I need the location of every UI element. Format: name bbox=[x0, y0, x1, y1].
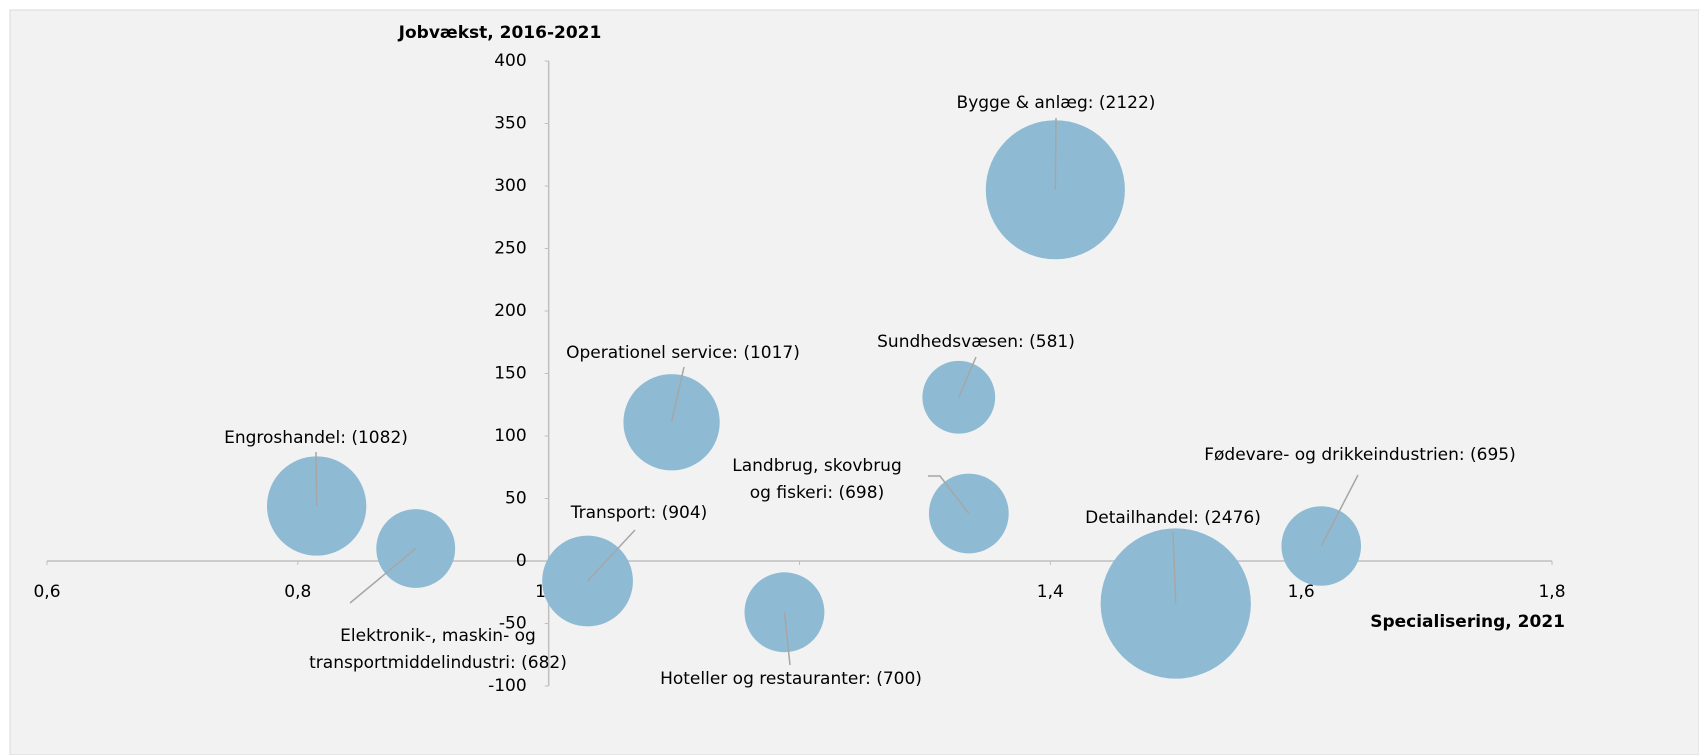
y-tick-label: 400 bbox=[494, 51, 526, 71]
leader-line bbox=[928, 475, 970, 514]
data-label: Sundhedsvæsen: (581) bbox=[877, 332, 1075, 352]
y-tick-label: -100 bbox=[488, 676, 527, 696]
leader-line bbox=[670, 366, 685, 423]
y-tick-label: 250 bbox=[494, 239, 526, 259]
data-label: Fødevare- og drikkeindustrien: (695) bbox=[1204, 445, 1516, 465]
y-tick-label: 0 bbox=[516, 551, 527, 571]
data-label: Operationel service: (1017) bbox=[566, 343, 800, 363]
y-tick-label: 150 bbox=[494, 364, 526, 384]
data-label: Landbrug, skovbrug bbox=[732, 456, 902, 476]
x-tick-label: 1,8 bbox=[1538, 582, 1565, 602]
bubble bbox=[376, 509, 456, 588]
leader-line bbox=[783, 612, 791, 666]
leader-line bbox=[349, 547, 417, 604]
plot-background bbox=[9, 9, 1699, 755]
data-label: Elektronik-, maskin- og bbox=[340, 626, 536, 646]
data-label: Engroshandel: (1082) bbox=[224, 428, 408, 448]
x-tick-label: 1,4 bbox=[1037, 582, 1064, 602]
data-label: og fiskeri: (698) bbox=[750, 483, 884, 503]
y-tick-label: 300 bbox=[494, 176, 526, 196]
leader-line bbox=[1054, 117, 1057, 190]
y-tick-label: 200 bbox=[494, 301, 526, 321]
leader-line bbox=[1172, 531, 1177, 604]
y-tick-label: 350 bbox=[494, 114, 526, 134]
leader-line bbox=[586, 529, 636, 582]
data-label: Bygge & anlæg: (2122) bbox=[957, 93, 1156, 113]
x-axis-title: Specialisering, 2021 bbox=[1370, 612, 1565, 632]
x-tick-label: 0,6 bbox=[33, 582, 60, 602]
data-label: transportmiddelindustri: (682) bbox=[309, 653, 567, 673]
leader-line bbox=[315, 451, 318, 507]
leader-line bbox=[958, 356, 977, 398]
y-tick-label: 50 bbox=[505, 489, 527, 509]
y-tick-label: 100 bbox=[494, 426, 526, 446]
data-label: Detailhandel: (2476) bbox=[1085, 508, 1261, 528]
x-tick-label: 1,6 bbox=[1288, 582, 1315, 602]
bubble bbox=[744, 572, 825, 653]
data-label: Transport: (904) bbox=[570, 503, 708, 523]
x-tick-label: 0,8 bbox=[284, 582, 311, 602]
y-tick-label: -50 bbox=[499, 614, 527, 634]
bubble bbox=[542, 535, 633, 627]
leader-line bbox=[1320, 474, 1359, 547]
data-label: Hoteller og restauranter: (700) bbox=[660, 669, 922, 689]
y-axis-title: Jobvækst, 2016-2021 bbox=[398, 23, 602, 43]
